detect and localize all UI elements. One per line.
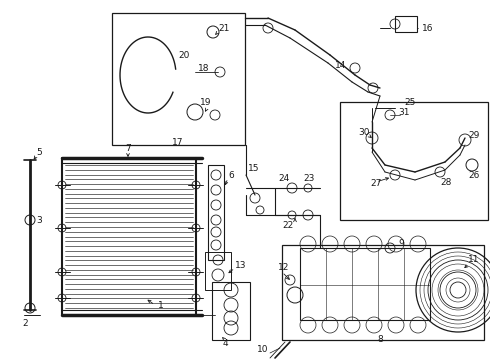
Text: 21: 21 [218, 23, 229, 32]
Text: 20: 20 [178, 50, 189, 59]
Bar [282, 245, 484, 340]
Text: 15: 15 [248, 163, 260, 172]
Text: 13: 13 [235, 261, 246, 270]
Bar [395, 16, 417, 32]
Bar [208, 165, 224, 260]
Text: 30: 30 [358, 127, 369, 136]
Text: 3: 3 [36, 216, 42, 225]
Text: 29: 29 [468, 131, 479, 140]
Text: 10: 10 [257, 346, 269, 355]
Text: 1: 1 [158, 301, 164, 310]
Text: 7: 7 [125, 144, 131, 153]
Text: 26: 26 [468, 171, 479, 180]
Text: 19: 19 [200, 98, 212, 107]
Text: 18: 18 [198, 63, 210, 72]
Text: 9: 9 [398, 239, 404, 248]
Text: 5: 5 [36, 148, 42, 157]
Text: 17: 17 [172, 138, 184, 147]
Text: 31: 31 [398, 108, 410, 117]
Text: 12: 12 [278, 264, 290, 273]
Text: 27: 27 [370, 179, 381, 188]
Text: 8: 8 [377, 336, 383, 345]
Bar [112, 13, 245, 145]
Text: 6: 6 [228, 171, 234, 180]
Text: 2: 2 [22, 319, 27, 328]
Bar [340, 102, 488, 220]
Text: 24: 24 [278, 174, 289, 183]
Text: 4: 4 [222, 338, 228, 347]
Bar [300, 248, 430, 320]
Text: 22: 22 [282, 220, 294, 230]
Text: 16: 16 [422, 23, 434, 32]
Text: 23: 23 [303, 174, 315, 183]
Text: 28: 28 [440, 177, 451, 186]
Bar [205, 252, 231, 290]
Bar [212, 282, 250, 340]
Text: 25: 25 [404, 98, 416, 107]
Text: 11: 11 [468, 256, 480, 265]
Text: 14: 14 [335, 60, 346, 69]
